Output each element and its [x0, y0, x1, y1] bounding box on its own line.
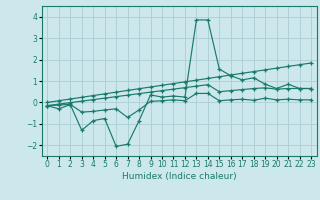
X-axis label: Humidex (Indice chaleur): Humidex (Indice chaleur) — [122, 172, 236, 181]
